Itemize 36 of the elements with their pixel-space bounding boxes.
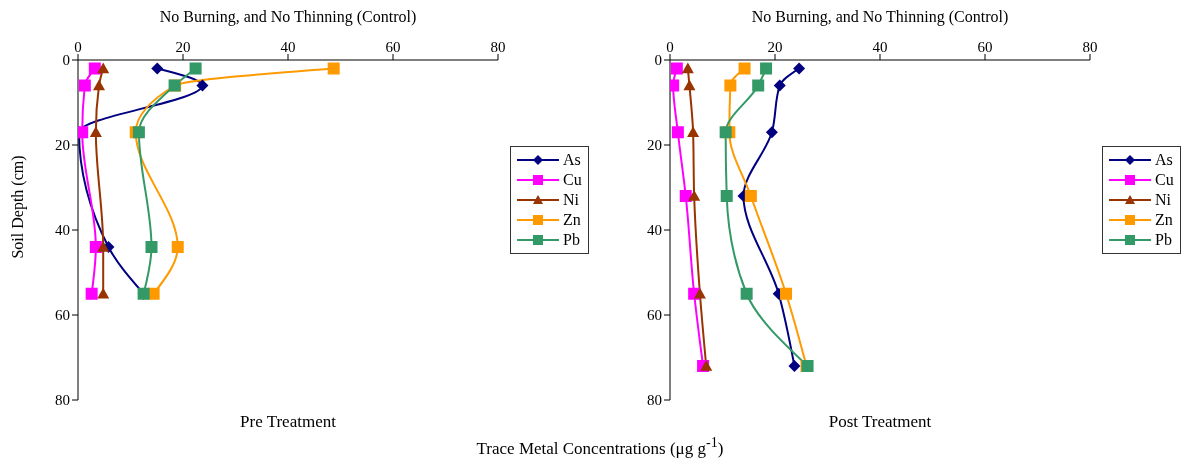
x-axis-title: Post Treatment bbox=[827, 412, 933, 432]
y-tick-label: 80 bbox=[55, 392, 70, 409]
x-tick-label: 20 bbox=[175, 39, 191, 55]
legend-label: Zn bbox=[1155, 211, 1173, 229]
legend-label: As bbox=[1155, 151, 1173, 169]
x-axis-title: Pre Treatment bbox=[239, 412, 337, 432]
legend-label: Cu bbox=[563, 171, 582, 189]
y-tick-label: 20 bbox=[647, 137, 662, 154]
text: Trace Metal Concentrations (μg g$^{-1}$) bbox=[475, 434, 725, 459]
x-tick-label: 60 bbox=[977, 39, 993, 55]
chart-title: No Burning, and No Thinning (Control) bbox=[750, 8, 1010, 26]
y-tick-label: 20 bbox=[55, 137, 70, 154]
x-tick-label: 80 bbox=[490, 39, 506, 55]
legend-label: Ni bbox=[563, 191, 579, 209]
chart-title: No Burning, and No Thinning (Control) bbox=[158, 8, 418, 26]
y-tick-label: 60 bbox=[55, 307, 70, 324]
y-tick-label: 0 bbox=[62, 52, 70, 69]
x-tick-label: 40 bbox=[280, 39, 296, 55]
x-tick-label: 20 bbox=[767, 39, 783, 55]
legend-label: Pb bbox=[1155, 231, 1172, 249]
y-tick-label: 40 bbox=[647, 222, 662, 239]
y-tick-label: 0 bbox=[654, 52, 662, 69]
x-tick-label: 60 bbox=[385, 39, 401, 55]
x-tick-label: 40 bbox=[872, 39, 888, 55]
y-tick-label: 60 bbox=[647, 307, 662, 324]
y-tick-label: 80 bbox=[647, 392, 662, 409]
legend-label: Pb bbox=[563, 231, 580, 249]
legend-label: As bbox=[563, 151, 581, 169]
legend-label: Cu bbox=[1155, 171, 1174, 189]
legend-label: Ni bbox=[1155, 191, 1171, 209]
y-axis-title: Soil Depth (cm) bbox=[9, 154, 27, 261]
x-tick-label: 0 bbox=[666, 39, 674, 55]
legend-label: Zn bbox=[563, 211, 581, 229]
y-tick-label: 40 bbox=[55, 222, 70, 239]
x-tick-label: 0 bbox=[74, 39, 82, 55]
x-tick-label: 80 bbox=[1082, 39, 1098, 55]
